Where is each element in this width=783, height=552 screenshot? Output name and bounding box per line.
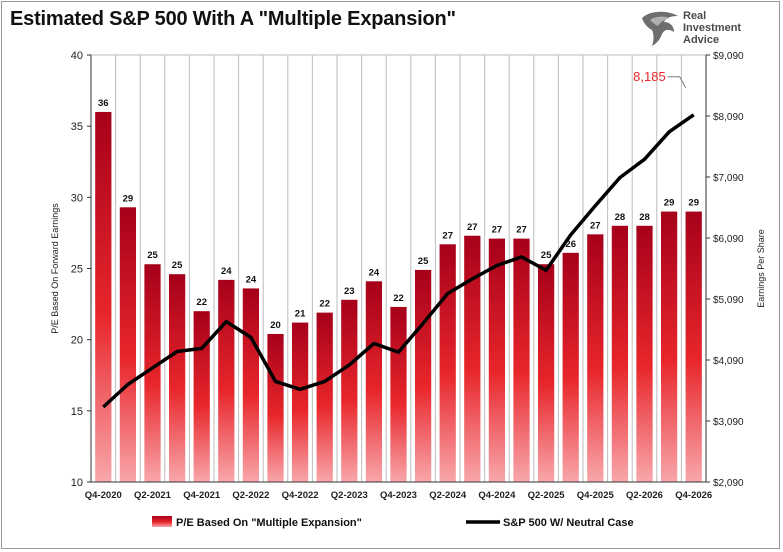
pe-bar	[414, 269, 432, 482]
chart-title: Estimated S&P 500 With A "Multiple Expan…	[10, 8, 456, 30]
annotation-leader	[667, 76, 687, 89]
pe-bar-label: 27	[492, 225, 503, 236]
y-left-tick-label: 15	[71, 406, 83, 418]
pe-bar-label: 27	[516, 225, 527, 236]
pe-bar-label: 28	[615, 212, 626, 223]
pe-bar	[488, 238, 506, 482]
y-right-tick-label: $8,090	[713, 112, 744, 123]
x-tick-label: Q2-2023	[331, 490, 368, 501]
x-tick-label: Q4-2025	[577, 490, 615, 501]
x-tick-label: Q4-2024	[478, 490, 516, 501]
y-left-axis-title: P/E Based On Forward Earnings	[50, 203, 60, 334]
last-value-annotation: 8,185	[633, 69, 666, 84]
pe-bar	[513, 238, 530, 482]
pe-bar	[341, 299, 358, 482]
y-right-tick-label: $7,090	[713, 173, 744, 184]
y-right-tick-label: $3,090	[713, 417, 744, 428]
x-tick-label: Q4-2022	[282, 490, 319, 501]
pe-bar	[267, 333, 284, 482]
y-right-tick-label: $2,090	[713, 478, 744, 489]
pe-bar	[316, 312, 333, 482]
x-tick-label: Q4-2020	[85, 490, 122, 501]
pe-bar	[119, 207, 137, 482]
y-left-tick-label: 10	[71, 477, 83, 489]
pe-bar	[660, 211, 678, 483]
pe-bar-label: 24	[369, 267, 380, 278]
pe-bar-label: 27	[590, 220, 601, 231]
pe-bar	[464, 235, 481, 482]
legend-line-label: S&P 500 W/ Neutral Case	[503, 517, 634, 529]
x-tick-label: Q2-2026	[626, 490, 663, 501]
pe-bar-label: 22	[393, 293, 404, 304]
pe-bar	[193, 311, 210, 482]
logo-line-2: Investment	[683, 22, 742, 34]
x-tick-label: Q2-2025	[528, 490, 566, 501]
legend-bar-label: P/E Based On "Multiple Expansion"	[176, 517, 362, 529]
pe-bar-label: 22	[319, 299, 330, 310]
pe-bar	[562, 252, 579, 482]
y-right-tick-label: $4,090	[713, 356, 744, 367]
pe-bar	[685, 211, 702, 483]
x-tick-label: Q2-2024	[429, 490, 467, 501]
pe-bar-label: 25	[418, 256, 429, 267]
pe-bar-label: 24	[221, 266, 232, 277]
pe-bar	[144, 264, 161, 482]
y-left-tick-label: 35	[71, 121, 83, 133]
pe-bar-label: 25	[172, 260, 183, 271]
x-tick-label: Q4-2021	[183, 490, 221, 501]
x-tick-label: Q2-2021	[134, 490, 172, 501]
pe-bar	[95, 111, 112, 482]
pe-bar	[242, 288, 260, 482]
legend-bar-swatch	[152, 516, 172, 527]
pe-bar	[291, 322, 309, 482]
y-left-tick-label: 40	[71, 50, 83, 62]
eagle-logo-icon	[642, 11, 678, 47]
sp500-line	[102, 113, 695, 409]
pe-bar	[218, 279, 235, 482]
pe-bar	[636, 225, 653, 483]
pe-bar-label: 22	[196, 297, 207, 308]
y-right-tick-label: $6,090	[713, 234, 744, 245]
pe-bar-label: 28	[639, 212, 650, 223]
logo: Real Investment Advice	[640, 8, 750, 48]
logo-line-3: Advice	[683, 34, 720, 46]
pe-bar	[537, 264, 555, 482]
pe-bar-label: 29	[688, 198, 699, 209]
pe-bar	[587, 234, 604, 482]
pe-bar-label: 25	[541, 250, 552, 261]
pe-bar	[439, 244, 456, 482]
pe-bar-label: 24	[246, 274, 257, 285]
pe-bar-label: 20	[270, 320, 281, 331]
pe-bar	[168, 274, 186, 482]
y-right-tick-label: $9,090	[713, 51, 744, 62]
pe-bar-label: 21	[295, 309, 306, 320]
x-tick-label: Q4-2026	[675, 490, 712, 501]
pe-bar-label: 25	[147, 250, 158, 261]
logo-line-1: Real	[683, 10, 707, 22]
pe-bar-label: 23	[344, 286, 355, 297]
y-left-tick-label: 30	[71, 192, 83, 204]
x-tick-label: Q2-2022	[232, 490, 269, 501]
pe-bar	[365, 281, 383, 482]
y-right-axis-title: Earnings Per Share	[756, 229, 766, 308]
pe-bar-label: 36	[98, 98, 109, 109]
pe-bar-label: 27	[467, 222, 478, 233]
pe-bar-label: 26	[565, 239, 576, 250]
y-left-tick-label: 20	[71, 335, 83, 347]
pe-bar-label: 29	[664, 198, 675, 209]
pe-bar-label: 29	[123, 193, 134, 204]
x-tick-label: Q4-2023	[380, 490, 417, 501]
pe-bar	[611, 225, 629, 483]
pe-bar-label: 27	[442, 230, 453, 241]
y-left-tick-label: 25	[71, 264, 83, 276]
y-right-tick-label: $5,090	[713, 295, 744, 306]
pe-bar	[390, 306, 407, 482]
